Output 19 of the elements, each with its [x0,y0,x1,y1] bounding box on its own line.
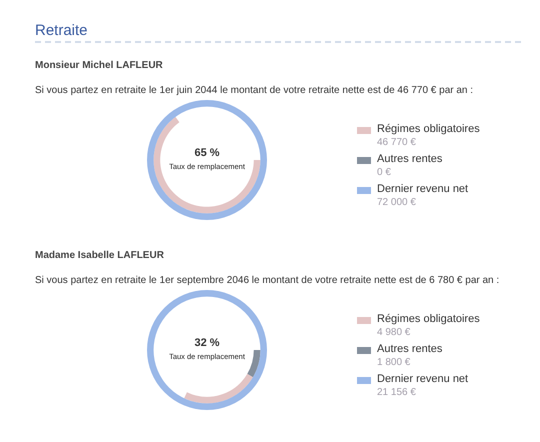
category-label: Dernier revenu net [377,373,468,385]
text: 32 % [193,337,221,349]
data-label: 46 770 € [377,137,416,148]
category-label: Autres rentes [377,343,442,355]
text: 65 % [193,147,221,159]
data-label: 4 980 € [377,327,410,338]
data-label: 1 800 € [377,357,410,368]
data-label: 72 000 € [377,197,416,208]
text: Madame Isabelle LAFLEUR [35,250,164,261]
text: Retraite [35,22,521,43]
category-label: Régimes obligatoires [377,313,480,325]
category-label: Dernier revenu net [377,183,468,195]
data-label: 21 156 € [377,387,416,398]
data-label: 0 € [377,167,391,178]
category-label: Autres rentes [377,153,442,165]
text: Si vous partez en retraite le 1er juin 2044 le montant de votre retraite nette est de 46 770 € par an : [35,85,474,96]
text: Si vous partez en retraite le 1er septembre 2046 le montant de votre retraite nette est de 6 780 € par an : [35,275,500,286]
text: Monsieur Michel LAFLEUR [35,60,163,71]
category-label: Régimes obligatoires [377,123,480,135]
